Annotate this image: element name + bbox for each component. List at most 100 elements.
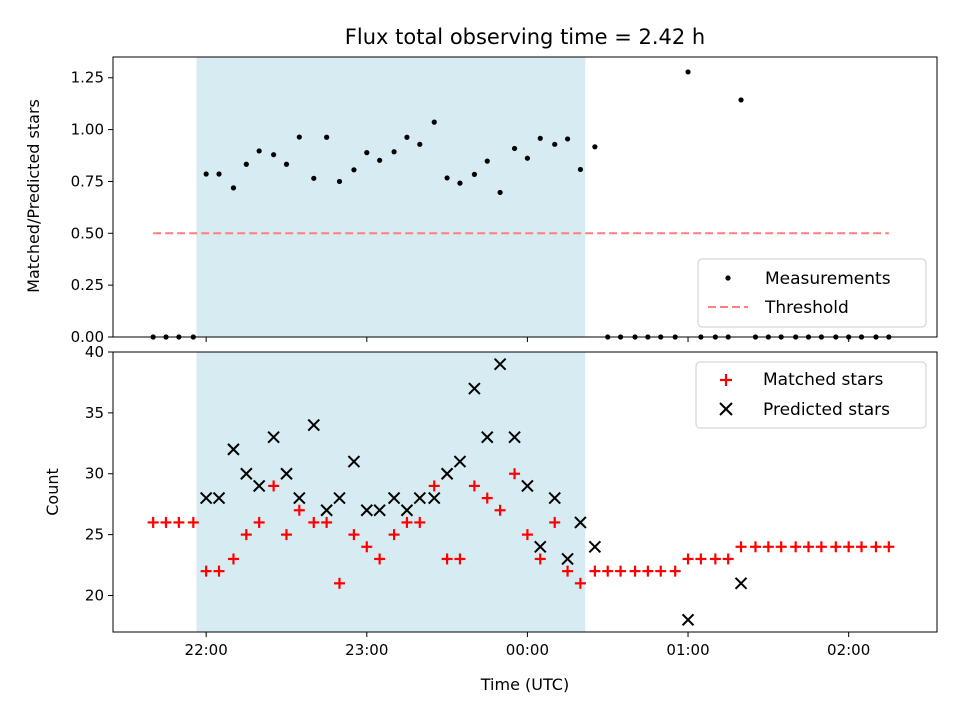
ratio-legend-box bbox=[697, 258, 927, 328]
matched-star-marker bbox=[722, 553, 734, 565]
measurement-point bbox=[243, 161, 249, 167]
predicted-star-marker bbox=[453, 455, 467, 468]
x-axis-label: Time (UTC) bbox=[480, 675, 569, 694]
matched-star-marker bbox=[669, 565, 681, 577]
predicted-star-marker bbox=[481, 431, 494, 444]
y-tick-label: 30 bbox=[85, 465, 104, 483]
measurement-point bbox=[564, 136, 571, 142]
predicted-star-marker bbox=[199, 491, 213, 505]
predicted-star-marker bbox=[212, 491, 226, 505]
measurement-point bbox=[577, 166, 584, 173]
measurement-point bbox=[592, 144, 598, 150]
predicted-star-marker bbox=[468, 382, 481, 395]
matched-star-marker bbox=[187, 516, 199, 528]
matched-star-marker bbox=[441, 553, 453, 565]
count-axes-frame bbox=[112, 351, 938, 633]
matched-star-marker bbox=[268, 480, 280, 492]
predicted-star-marker bbox=[534, 540, 547, 553]
matched-star-marker bbox=[602, 565, 614, 577]
predicted-star-marker bbox=[252, 479, 266, 493]
matched-star-markers bbox=[147, 468, 895, 589]
predicted-star-marker bbox=[413, 491, 426, 505]
x-tick-label: 02:00 bbox=[827, 641, 870, 659]
predicted-star-marker bbox=[360, 504, 373, 517]
predicted-star-marker bbox=[240, 467, 253, 480]
matched-star-marker bbox=[574, 577, 586, 589]
predicted-star-marker bbox=[574, 516, 587, 529]
count-y-ticks: 20 25 30 35 40 bbox=[85, 343, 113, 604]
matched-star-marker bbox=[629, 565, 641, 577]
measurement-point bbox=[324, 134, 330, 140]
predicted-star-marker bbox=[267, 431, 280, 444]
measurement-point bbox=[404, 134, 410, 140]
matched-star-marker bbox=[562, 565, 574, 577]
measurement-point bbox=[230, 185, 237, 191]
matched-star-marker bbox=[388, 529, 400, 541]
measurement-point bbox=[203, 171, 209, 177]
matched-star-marker bbox=[227, 553, 239, 565]
measurement-point bbox=[391, 149, 397, 155]
legend-predicted-marker bbox=[719, 402, 733, 416]
legend-threshold-label: Threshold bbox=[764, 298, 849, 318]
matched-star-marker bbox=[494, 504, 506, 516]
matched-star-marker bbox=[200, 565, 212, 577]
measurement-point bbox=[444, 175, 450, 181]
legend-matched-marker bbox=[720, 374, 732, 386]
matched-star-marker bbox=[454, 553, 466, 565]
predicted-star-marker bbox=[548, 491, 561, 505]
chart-title: Flux total observing time = 2.42 h bbox=[345, 25, 705, 49]
matched-star-marker bbox=[762, 541, 774, 553]
matched-star-marker bbox=[414, 516, 426, 528]
predicted-star-marker bbox=[347, 455, 361, 468]
measurement-point bbox=[537, 135, 543, 141]
predicted-star-marker bbox=[373, 504, 386, 517]
measurement-point bbox=[552, 141, 558, 147]
matched-star-marker bbox=[401, 516, 413, 528]
measurement-point bbox=[511, 145, 518, 152]
measurement-point bbox=[283, 161, 290, 167]
predicted-star-marker bbox=[293, 491, 306, 505]
matched-star-marker bbox=[308, 516, 320, 528]
matched-star-marker bbox=[147, 516, 159, 528]
measurement-point bbox=[377, 157, 383, 163]
measurement-point bbox=[497, 189, 503, 196]
predicted-star-marker bbox=[493, 357, 507, 371]
x-tick-label: 00:00 bbox=[506, 641, 549, 659]
y-tick-label: 0.75 bbox=[71, 172, 104, 190]
legend-measurements-label: Measurements bbox=[765, 269, 891, 289]
matched-star-marker bbox=[695, 553, 707, 565]
measurement-point bbox=[351, 167, 357, 173]
matched-star-marker bbox=[374, 553, 386, 565]
x-tick-label: 22:00 bbox=[185, 641, 228, 659]
matched-star-marker bbox=[870, 541, 882, 553]
predicted-star-markers bbox=[199, 357, 748, 627]
matched-star-marker bbox=[655, 565, 667, 577]
matched-star-marker bbox=[213, 565, 225, 577]
matched-star-marker bbox=[240, 529, 252, 541]
measurement-point bbox=[431, 119, 437, 125]
measurement-point bbox=[738, 97, 744, 103]
matched-star-marker bbox=[883, 541, 895, 553]
predicted-star-marker bbox=[561, 552, 574, 566]
ratio-axes-frame bbox=[112, 56, 938, 338]
matched-star-marker bbox=[856, 541, 868, 553]
predicted-star-marker bbox=[333, 491, 346, 505]
matched-star-marker bbox=[253, 516, 265, 528]
matched-star-marker bbox=[428, 480, 440, 492]
predicted-star-marker bbox=[734, 577, 748, 590]
predicted-star-marker bbox=[400, 504, 414, 517]
matched-star-marker bbox=[682, 553, 694, 565]
predicted-star-marker bbox=[227, 443, 240, 456]
y-tick-label: 40 bbox=[85, 343, 104, 361]
x-tick-label: 23:00 bbox=[345, 641, 388, 659]
matched-star-marker bbox=[160, 516, 172, 528]
y-tick-label: 0.25 bbox=[71, 276, 104, 294]
measurement-point bbox=[685, 69, 691, 75]
matched-star-marker bbox=[280, 529, 292, 541]
measurement-point bbox=[457, 180, 463, 186]
matched-star-marker bbox=[173, 516, 185, 528]
matched-star-marker bbox=[333, 577, 345, 589]
matched-star-marker bbox=[468, 480, 480, 492]
predicted-star-marker bbox=[428, 491, 441, 505]
